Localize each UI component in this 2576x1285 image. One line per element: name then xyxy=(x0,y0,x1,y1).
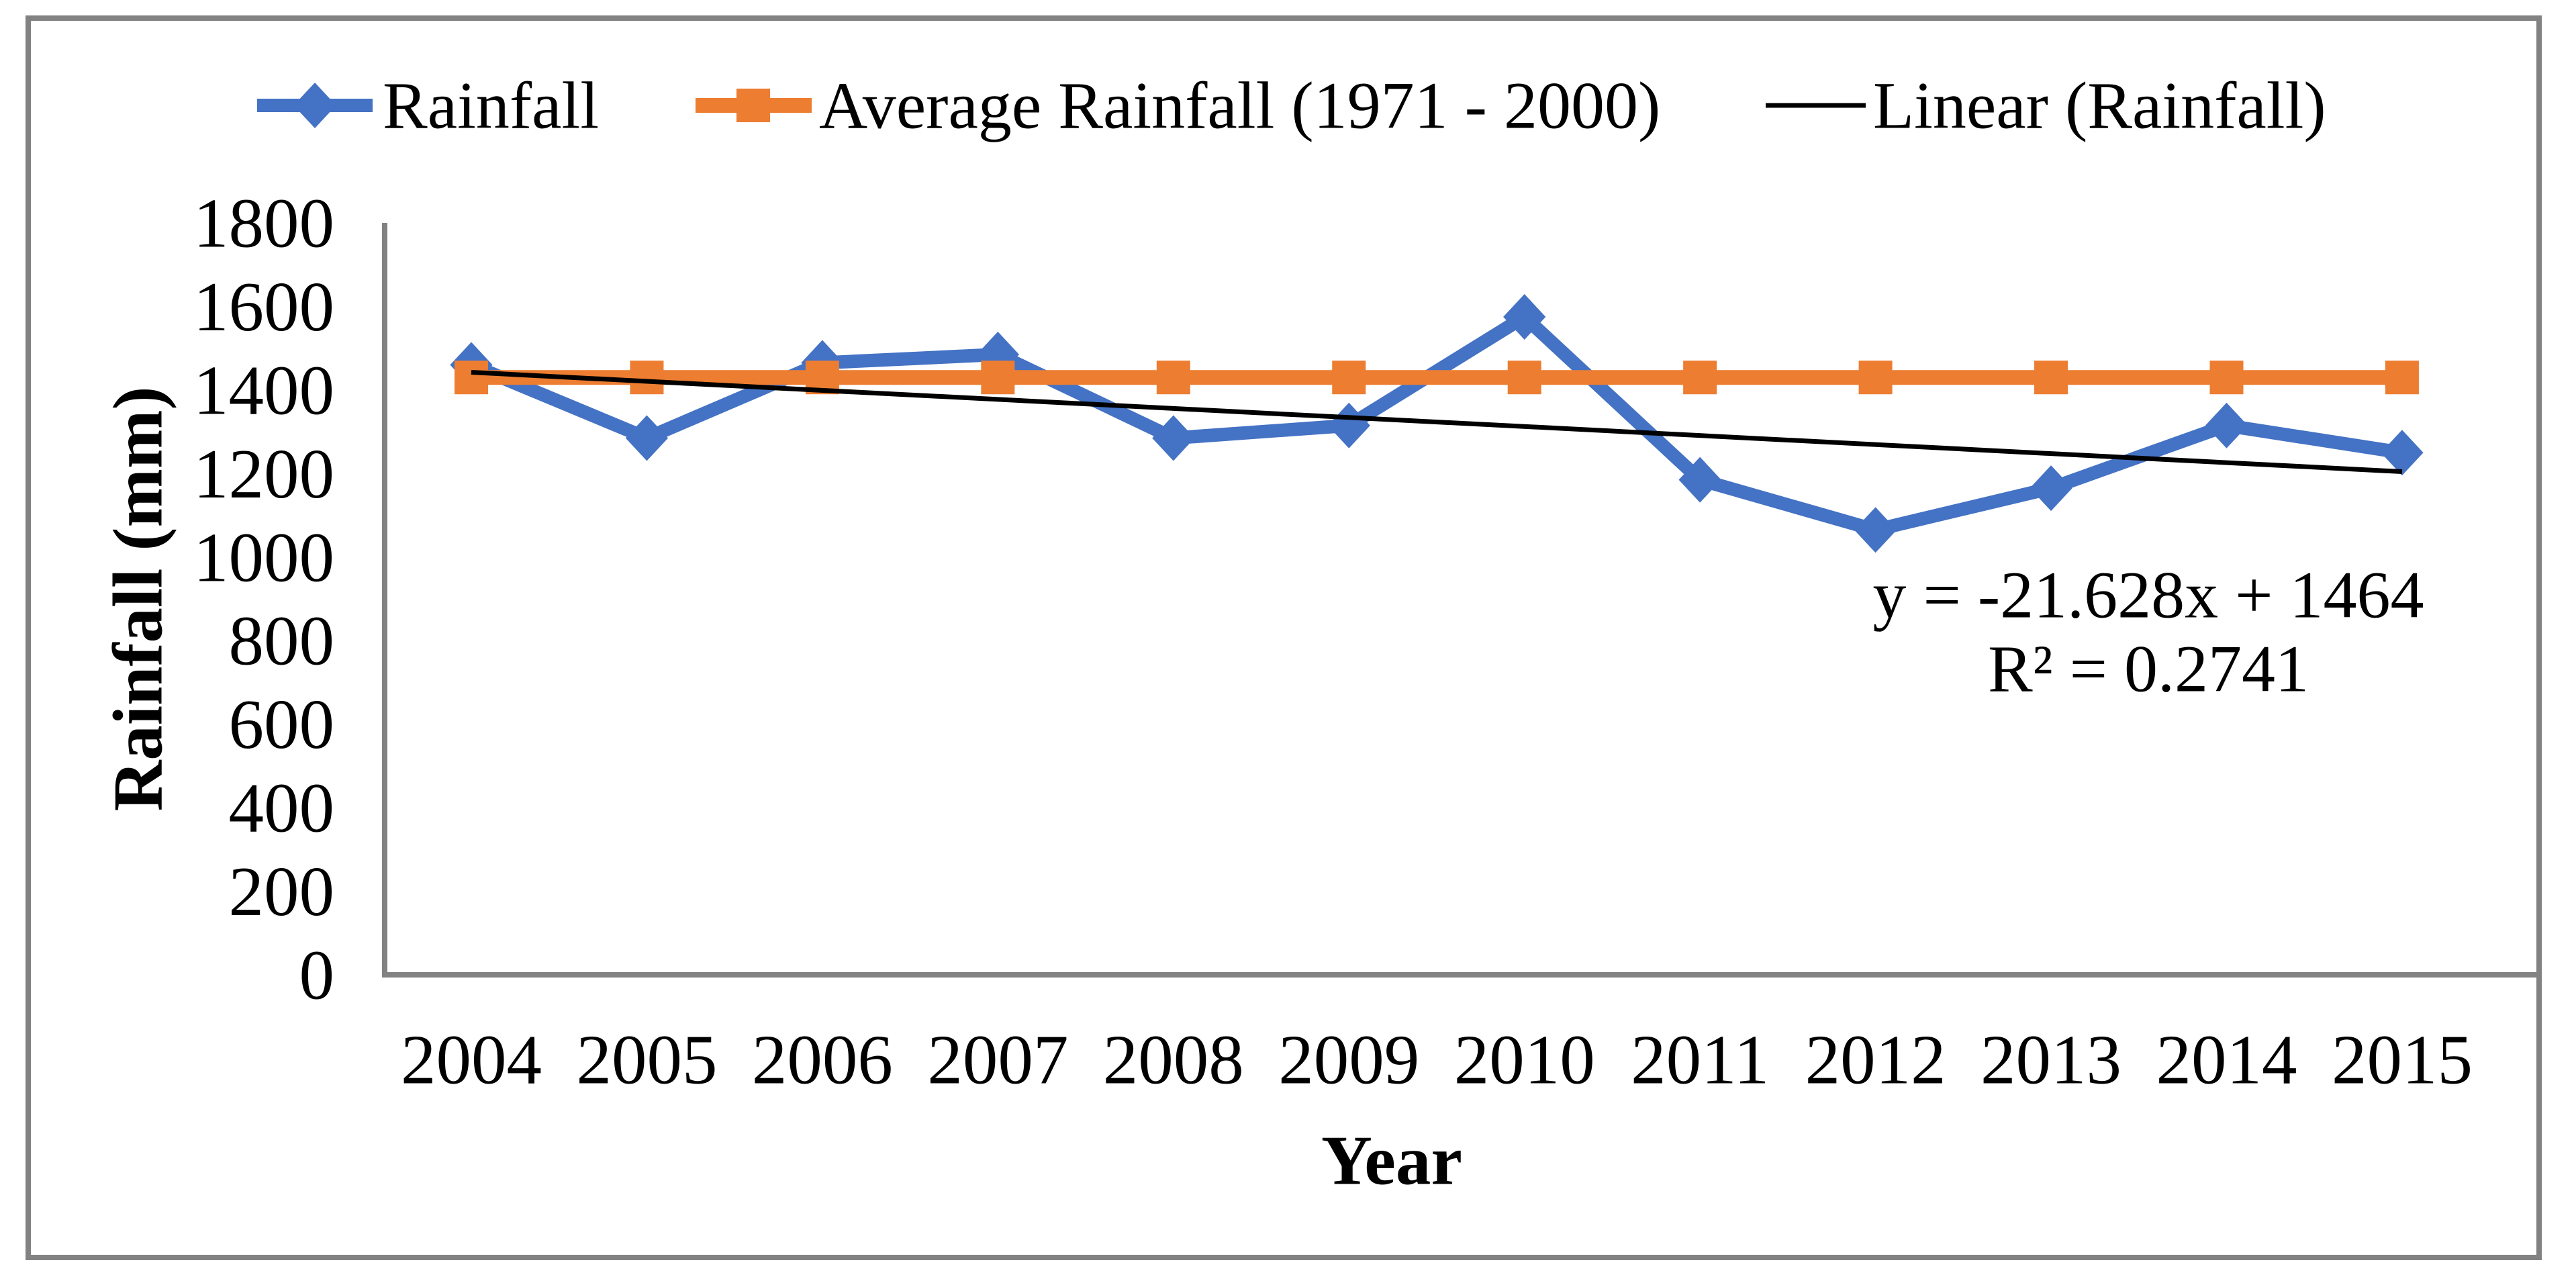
x-tick-label: 2014 xyxy=(2156,1020,2297,1099)
x-tick-label: 2005 xyxy=(576,1020,717,1099)
x-tick-label: 2015 xyxy=(2332,1020,2473,1099)
legend-markers xyxy=(257,83,1866,128)
rainfall-point-marker xyxy=(1503,294,1546,340)
average-rainfall-point-marker xyxy=(1507,361,1541,395)
y-tick-label: 0 xyxy=(299,936,335,1014)
average-rainfall-point-marker xyxy=(2034,361,2068,395)
axes xyxy=(382,223,2538,978)
x-axis-tick-labels: 2004 2005 2006 2007 2008 2009 2010 2011 2012 2013… xyxy=(401,1020,2473,1099)
linear-trendline xyxy=(471,370,2403,475)
rainfall-point-marker xyxy=(2381,430,2424,476)
y-tick-label: 200 xyxy=(229,852,335,931)
x-axis-title: Year xyxy=(1321,1121,1462,1200)
chart-border xyxy=(26,15,2542,1260)
rainfall-point-marker xyxy=(1152,415,1195,461)
x-tick-label: 2011 xyxy=(1631,1020,1769,1099)
rainfall-point-marker xyxy=(1327,402,1370,448)
rainfall-point-marker xyxy=(1854,507,1897,553)
average-rainfall-point-marker xyxy=(2209,361,2244,395)
x-tick-label: 2004 xyxy=(401,1020,542,1099)
y-tick-label: 1400 xyxy=(193,350,334,429)
y-tick-label: 800 xyxy=(229,602,335,680)
y-axis-title: Rainfall (mm) xyxy=(99,387,177,812)
average-rainfall-point-marker xyxy=(1332,361,1366,395)
rainfall-point-marker xyxy=(2030,465,2072,512)
y-tick-label: 400 xyxy=(229,769,335,847)
legend-label-linear-rainfall: Linear (Rainfall) xyxy=(1873,68,2326,143)
data-series xyxy=(450,294,2424,553)
rainfall-point-marker xyxy=(1678,457,1721,503)
trendline-r-squared-label: R² = 0.2741 xyxy=(1988,632,2309,706)
y-tick-label: 1200 xyxy=(193,434,334,513)
legend-rainfall-diamond-icon xyxy=(293,83,336,128)
x-tick-label: 2013 xyxy=(1981,1020,2121,1099)
average-rainfall-point-marker xyxy=(2385,361,2419,395)
average-rainfall-point-marker xyxy=(1683,361,1717,395)
average-rainfall-point-marker xyxy=(1858,361,1893,395)
y-tick-label: 600 xyxy=(229,685,335,763)
legend-average-square-icon xyxy=(736,89,770,122)
rainfall-point-marker xyxy=(2205,402,2248,448)
average-rainfall-point-marker xyxy=(455,361,488,395)
average-rainfall-point-marker xyxy=(630,361,664,395)
x-tick-label: 2009 xyxy=(1278,1020,1419,1099)
average-rainfall-point-marker xyxy=(1156,361,1190,395)
x-tick-label: 2012 xyxy=(1805,1020,1946,1099)
x-tick-label: 2007 xyxy=(927,1020,1068,1099)
average-rainfall-point-marker xyxy=(981,361,1015,395)
x-tick-label: 2008 xyxy=(1103,1020,1244,1099)
y-tick-label: 1000 xyxy=(193,518,334,596)
y-tick-label: 1800 xyxy=(193,184,334,263)
x-tick-label: 2010 xyxy=(1454,1020,1595,1099)
rainfall-point-marker xyxy=(625,415,669,461)
legend-label-average-rainfall: Average Rainfall (1971 - 2000) xyxy=(819,68,1660,143)
x-tick-label: 2006 xyxy=(752,1020,893,1099)
y-tick-label: 1600 xyxy=(193,267,334,346)
trendline-equation-label: y = -21.628x + 1464 xyxy=(1872,558,2424,632)
legend-label-rainfall: Rainfall xyxy=(383,68,599,143)
